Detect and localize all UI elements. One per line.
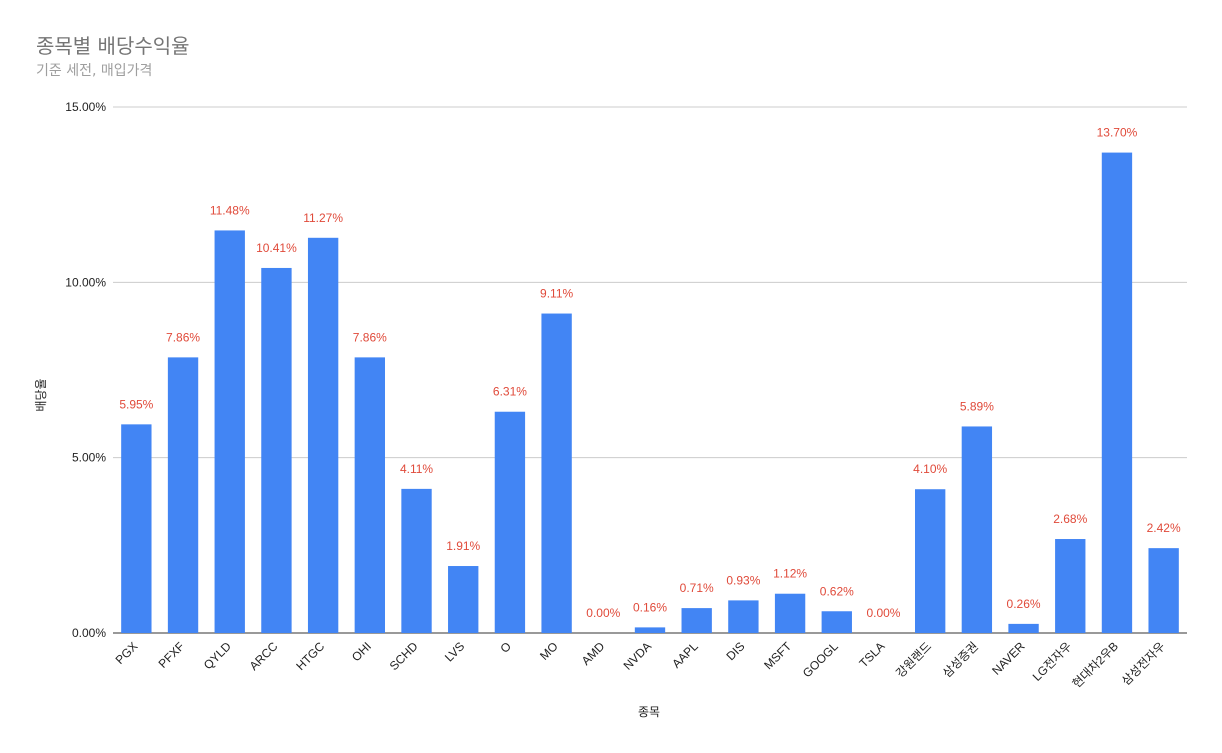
bar: [261, 267, 292, 633]
bar: [307, 237, 339, 634]
x-axis-title: 종목: [638, 705, 660, 719]
x-tick-label: LVS: [442, 639, 467, 664]
x-tick-label: QYLD: [201, 639, 234, 672]
data-label: 0.00%: [866, 606, 900, 620]
data-label: 1.91%: [446, 539, 480, 553]
bar: [1055, 539, 1086, 633]
chart-title: 종목별 배당수익율: [36, 34, 190, 58]
data-label: 4.11%: [400, 462, 433, 476]
bar: [1008, 623, 1039, 633]
data-label: 5.95%: [119, 397, 153, 411]
data-label: 13.70%: [1097, 126, 1138, 140]
data-label: 5.89%: [960, 399, 994, 413]
x-tick-label: HTGC: [293, 639, 327, 673]
data-label: 2.42%: [1147, 521, 1181, 535]
bar: [121, 424, 152, 633]
y-tick-label: 10.00%: [65, 275, 106, 289]
x-tick-label: 삼성증권: [940, 639, 981, 680]
x-tick-label: MO: [537, 639, 561, 663]
x-tick-label: 강원랜드: [893, 639, 934, 680]
x-tick-label: OHI: [349, 639, 374, 664]
y-axis-ticks: 0.00% 5.00% 10.00% 15.00%: [65, 100, 106, 640]
bar: [681, 608, 712, 633]
data-labels: 5.95% 7.86% 11.48% 10.41% 11.27% 7.86% 4.11% 1.…: [119, 126, 1181, 620]
data-label: 7.86%: [353, 330, 387, 344]
x-tick-label: AAPL: [669, 639, 701, 671]
data-label: 11.27%: [303, 211, 343, 225]
bar: [728, 600, 759, 633]
data-label: 4.10%: [913, 462, 947, 476]
x-tick-label: NVDA: [621, 639, 654, 672]
bar: [167, 357, 199, 633]
data-label: 0.26%: [1007, 597, 1041, 611]
x-tick-label: 삼성전자우: [1119, 639, 1168, 688]
x-tick-label: NAVER: [989, 639, 1028, 678]
x-tick-label: AMD: [579, 639, 608, 668]
data-label: 0.93%: [726, 573, 760, 587]
x-tick-label: 현대차2우B: [1070, 639, 1122, 691]
chart-subtitle: 기준 세전, 매입가격: [36, 63, 153, 79]
bar: [961, 426, 993, 633]
y-axis-title: 배당율: [34, 378, 48, 411]
bar: [821, 611, 852, 633]
y-tick-label: 5.00%: [72, 451, 106, 465]
x-axis-ticks: PGX PFXF QYLD ARCC HTGC OHI SCHD LVS O MO AMD NVDA A…: [113, 639, 1168, 691]
bar: [774, 593, 806, 633]
bar: [634, 627, 666, 633]
bar: [214, 230, 245, 633]
data-label: 6.31%: [493, 385, 527, 399]
x-tick-label: ARCC: [247, 639, 281, 673]
data-label: 11.48%: [210, 203, 250, 217]
x-tick-label: MSFT: [761, 639, 794, 672]
data-label: 10.41%: [256, 241, 297, 255]
x-tick-label: GOOGL: [800, 639, 841, 680]
x-tick-label: TSLA: [856, 639, 887, 670]
data-label: 0.62%: [820, 584, 854, 598]
data-label: 9.11%: [540, 287, 573, 301]
bar: [541, 313, 572, 633]
y-tick-label: 0.00%: [72, 626, 106, 640]
bar: [494, 411, 526, 633]
bar: [1101, 152, 1133, 633]
x-tick-label: PFXF: [156, 639, 188, 671]
data-label: 0.71%: [680, 581, 714, 595]
bar: [448, 566, 479, 633]
x-tick-label: O: [498, 639, 515, 656]
y-tick-label: 15.00%: [65, 100, 106, 114]
bar: [1148, 548, 1179, 633]
bar: [401, 488, 432, 633]
data-label: 0.00%: [586, 606, 620, 620]
data-label: 0.16%: [633, 600, 667, 614]
bar: [354, 357, 386, 633]
data-label: 2.68%: [1053, 512, 1087, 526]
bar: [914, 489, 946, 633]
bars: [121, 152, 1179, 634]
data-label: 1.12%: [773, 567, 807, 581]
data-label: 7.86%: [166, 330, 200, 344]
x-tick-label: LG전자우: [1030, 639, 1075, 684]
x-tick-label: PGX: [113, 639, 141, 667]
x-tick-label: DIS: [723, 639, 747, 663]
x-tick-label: SCHD: [387, 639, 421, 673]
